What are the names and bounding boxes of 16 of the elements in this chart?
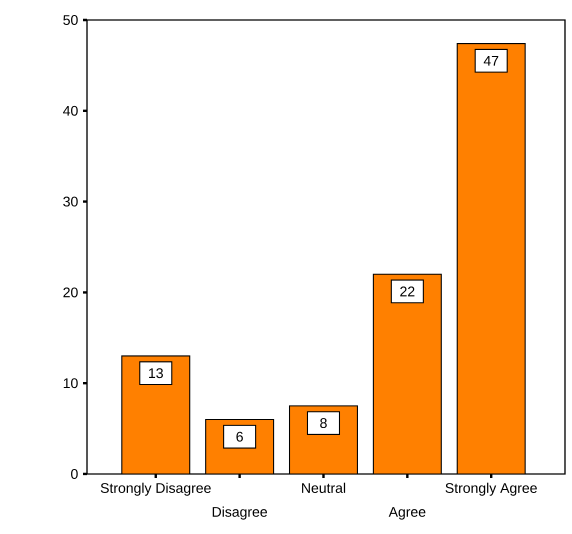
data-label: 47 <box>484 56 498 66</box>
x-tick-label: Neutral <box>302 482 346 493</box>
y-tick-label: 30 <box>63 196 78 207</box>
y-tick-label: 10 <box>64 378 78 388</box>
data-label: 6 <box>236 432 243 442</box>
data-label: 8 <box>320 418 327 428</box>
y-tick-label: 40 <box>63 106 78 116</box>
x-tick-label: Strongly Agree <box>446 482 537 496</box>
y-tick-label: 20 <box>63 287 78 298</box>
x-tick-label: Strongly Disagree <box>100 482 211 496</box>
x-tick-label: Agree <box>388 507 426 520</box>
x-tick-label: Disagree <box>212 506 267 520</box>
data-label: 22 <box>400 286 414 296</box>
data-label: 13 <box>149 368 163 378</box>
y-tick-label: 0 <box>71 469 78 479</box>
y-tick-label: 50 <box>63 15 78 25</box>
